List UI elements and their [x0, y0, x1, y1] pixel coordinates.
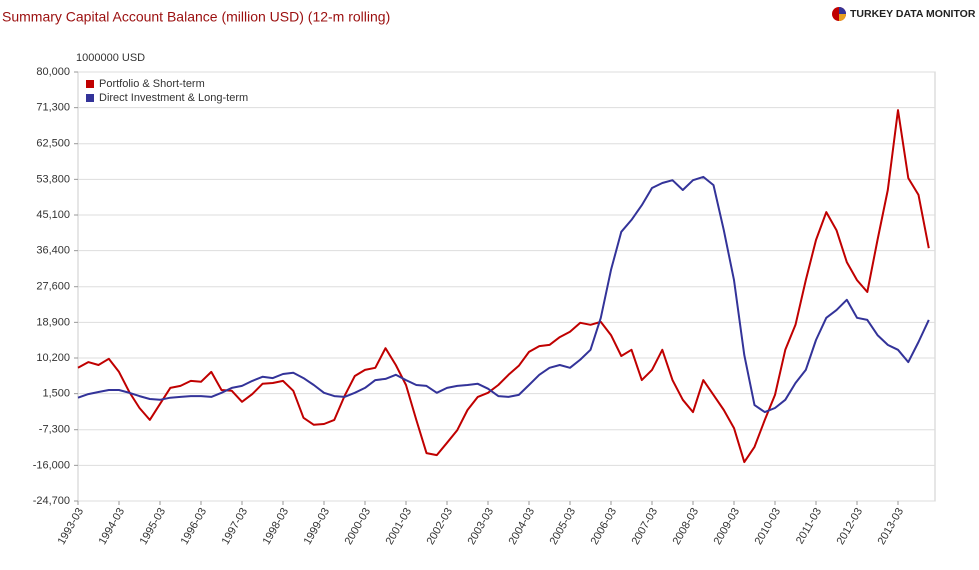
y-tick-label: 36,400	[36, 245, 70, 257]
y-unit-label: 1000000 USD	[76, 52, 145, 64]
legend-swatch	[86, 94, 94, 102]
series-line	[77, 175, 930, 414]
x-tick-label: 2003-03	[466, 506, 497, 547]
logo-icon-part	[839, 14, 846, 21]
x-tick-label: 2000-03	[343, 506, 374, 547]
x-tick-label: 1999-03	[302, 506, 333, 547]
y-tick-label: -24,700	[33, 495, 70, 507]
logo-icon-part	[839, 7, 846, 14]
x-tick-label: 1994-03	[97, 506, 128, 547]
legend-label: Portfolio & Short-term	[99, 78, 205, 90]
y-tick-label: -16,000	[33, 459, 70, 471]
y-tick-label: 1,500	[42, 388, 70, 400]
y-tick-label: 62,500	[36, 138, 70, 150]
x-tick-label: 2002-03	[425, 506, 456, 547]
brand-name: TURKEY DATA MONITOR	[850, 8, 976, 20]
x-tick-label: 1995-03	[138, 506, 169, 547]
series-line	[77, 109, 930, 464]
x-tick-label: 2006-03	[589, 506, 620, 547]
x-tick-label: 2012-03	[835, 506, 866, 547]
y-tick-label: 18,900	[36, 316, 70, 328]
y-tick-label: 27,600	[36, 281, 70, 293]
x-tick-label: 2010-03	[753, 506, 784, 547]
y-tick-label: 10,200	[36, 352, 70, 364]
legend-label: Direct Investment & Long-term	[99, 92, 248, 104]
y-tick-label: 53,800	[36, 173, 70, 185]
chart-title: Summary Capital Account Balance (million…	[2, 9, 390, 25]
x-tick-label: 2009-03	[712, 506, 743, 547]
x-tick-label: 2011-03	[794, 506, 824, 546]
x-tick-label: 1997-03	[220, 506, 251, 547]
y-tick-label: 71,300	[36, 102, 70, 114]
x-tick-label: 2005-03	[548, 506, 579, 547]
x-tick-label: 1998-03	[261, 506, 292, 547]
x-tick-label: 2004-03	[507, 506, 538, 547]
y-tick-label: 80,000	[36, 66, 70, 78]
x-tick-label: 2008-03	[671, 506, 702, 547]
x-tick-label: 2001-03	[384, 506, 415, 547]
brand-logo: TURKEY DATA MONITOR	[832, 7, 976, 21]
x-tick-label: 2013-03	[876, 506, 907, 547]
legend-swatch	[86, 80, 94, 88]
y-tick-label: 45,100	[36, 209, 70, 221]
x-tick-label: 2007-03	[630, 506, 661, 547]
x-tick-label: 1996-03	[179, 506, 210, 547]
x-tick-label: 1993-03	[56, 506, 87, 547]
y-tick-label: -7,300	[39, 424, 70, 436]
